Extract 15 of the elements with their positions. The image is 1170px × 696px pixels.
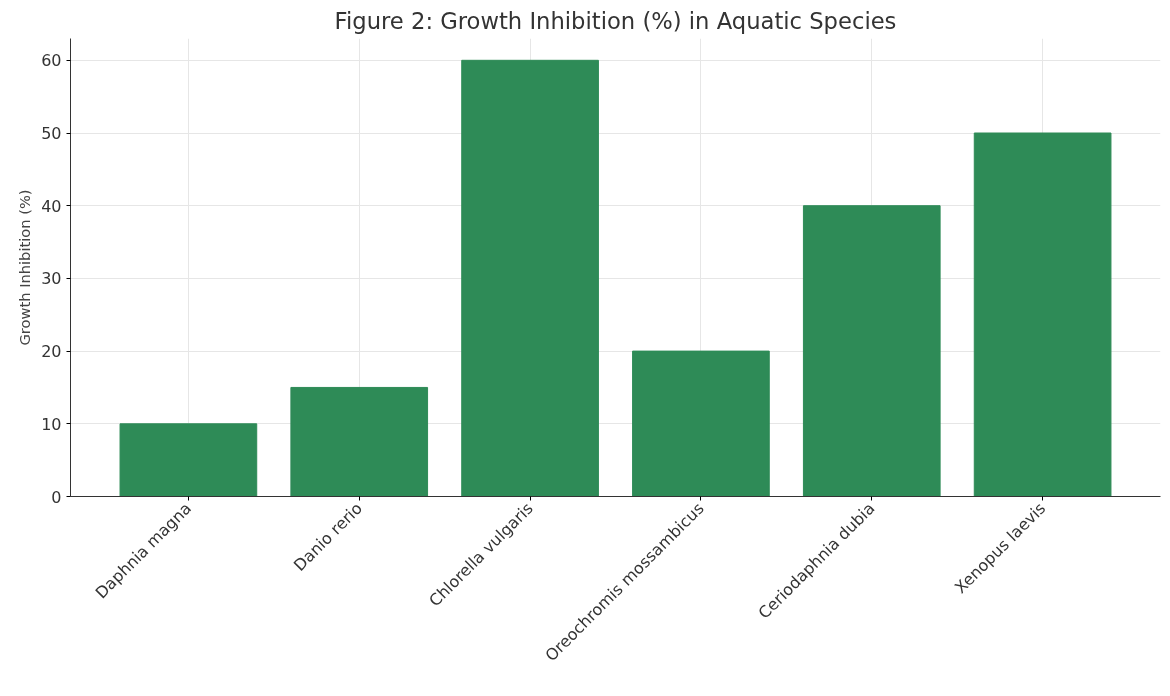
bar	[802, 205, 941, 497]
y-tick-label: 0	[51, 487, 62, 507]
y-tick-label: 10	[41, 414, 62, 434]
bar	[461, 59, 599, 497]
bar	[973, 132, 1112, 497]
y-axis-title: Growth Inhibition (%)	[16, 189, 34, 346]
bar	[632, 350, 770, 497]
chart-title: Figure 2: Growth Inhibition (%) in Aquatic Species	[334, 7, 897, 34]
y-tick-label: 20	[41, 342, 62, 362]
bar	[119, 423, 258, 497]
y-tick-label: 60	[41, 51, 62, 71]
bar	[290, 386, 429, 497]
y-tick-label: 40	[41, 196, 62, 216]
y-tick-label: 50	[41, 124, 62, 144]
y-tick-label: 30	[41, 269, 62, 289]
